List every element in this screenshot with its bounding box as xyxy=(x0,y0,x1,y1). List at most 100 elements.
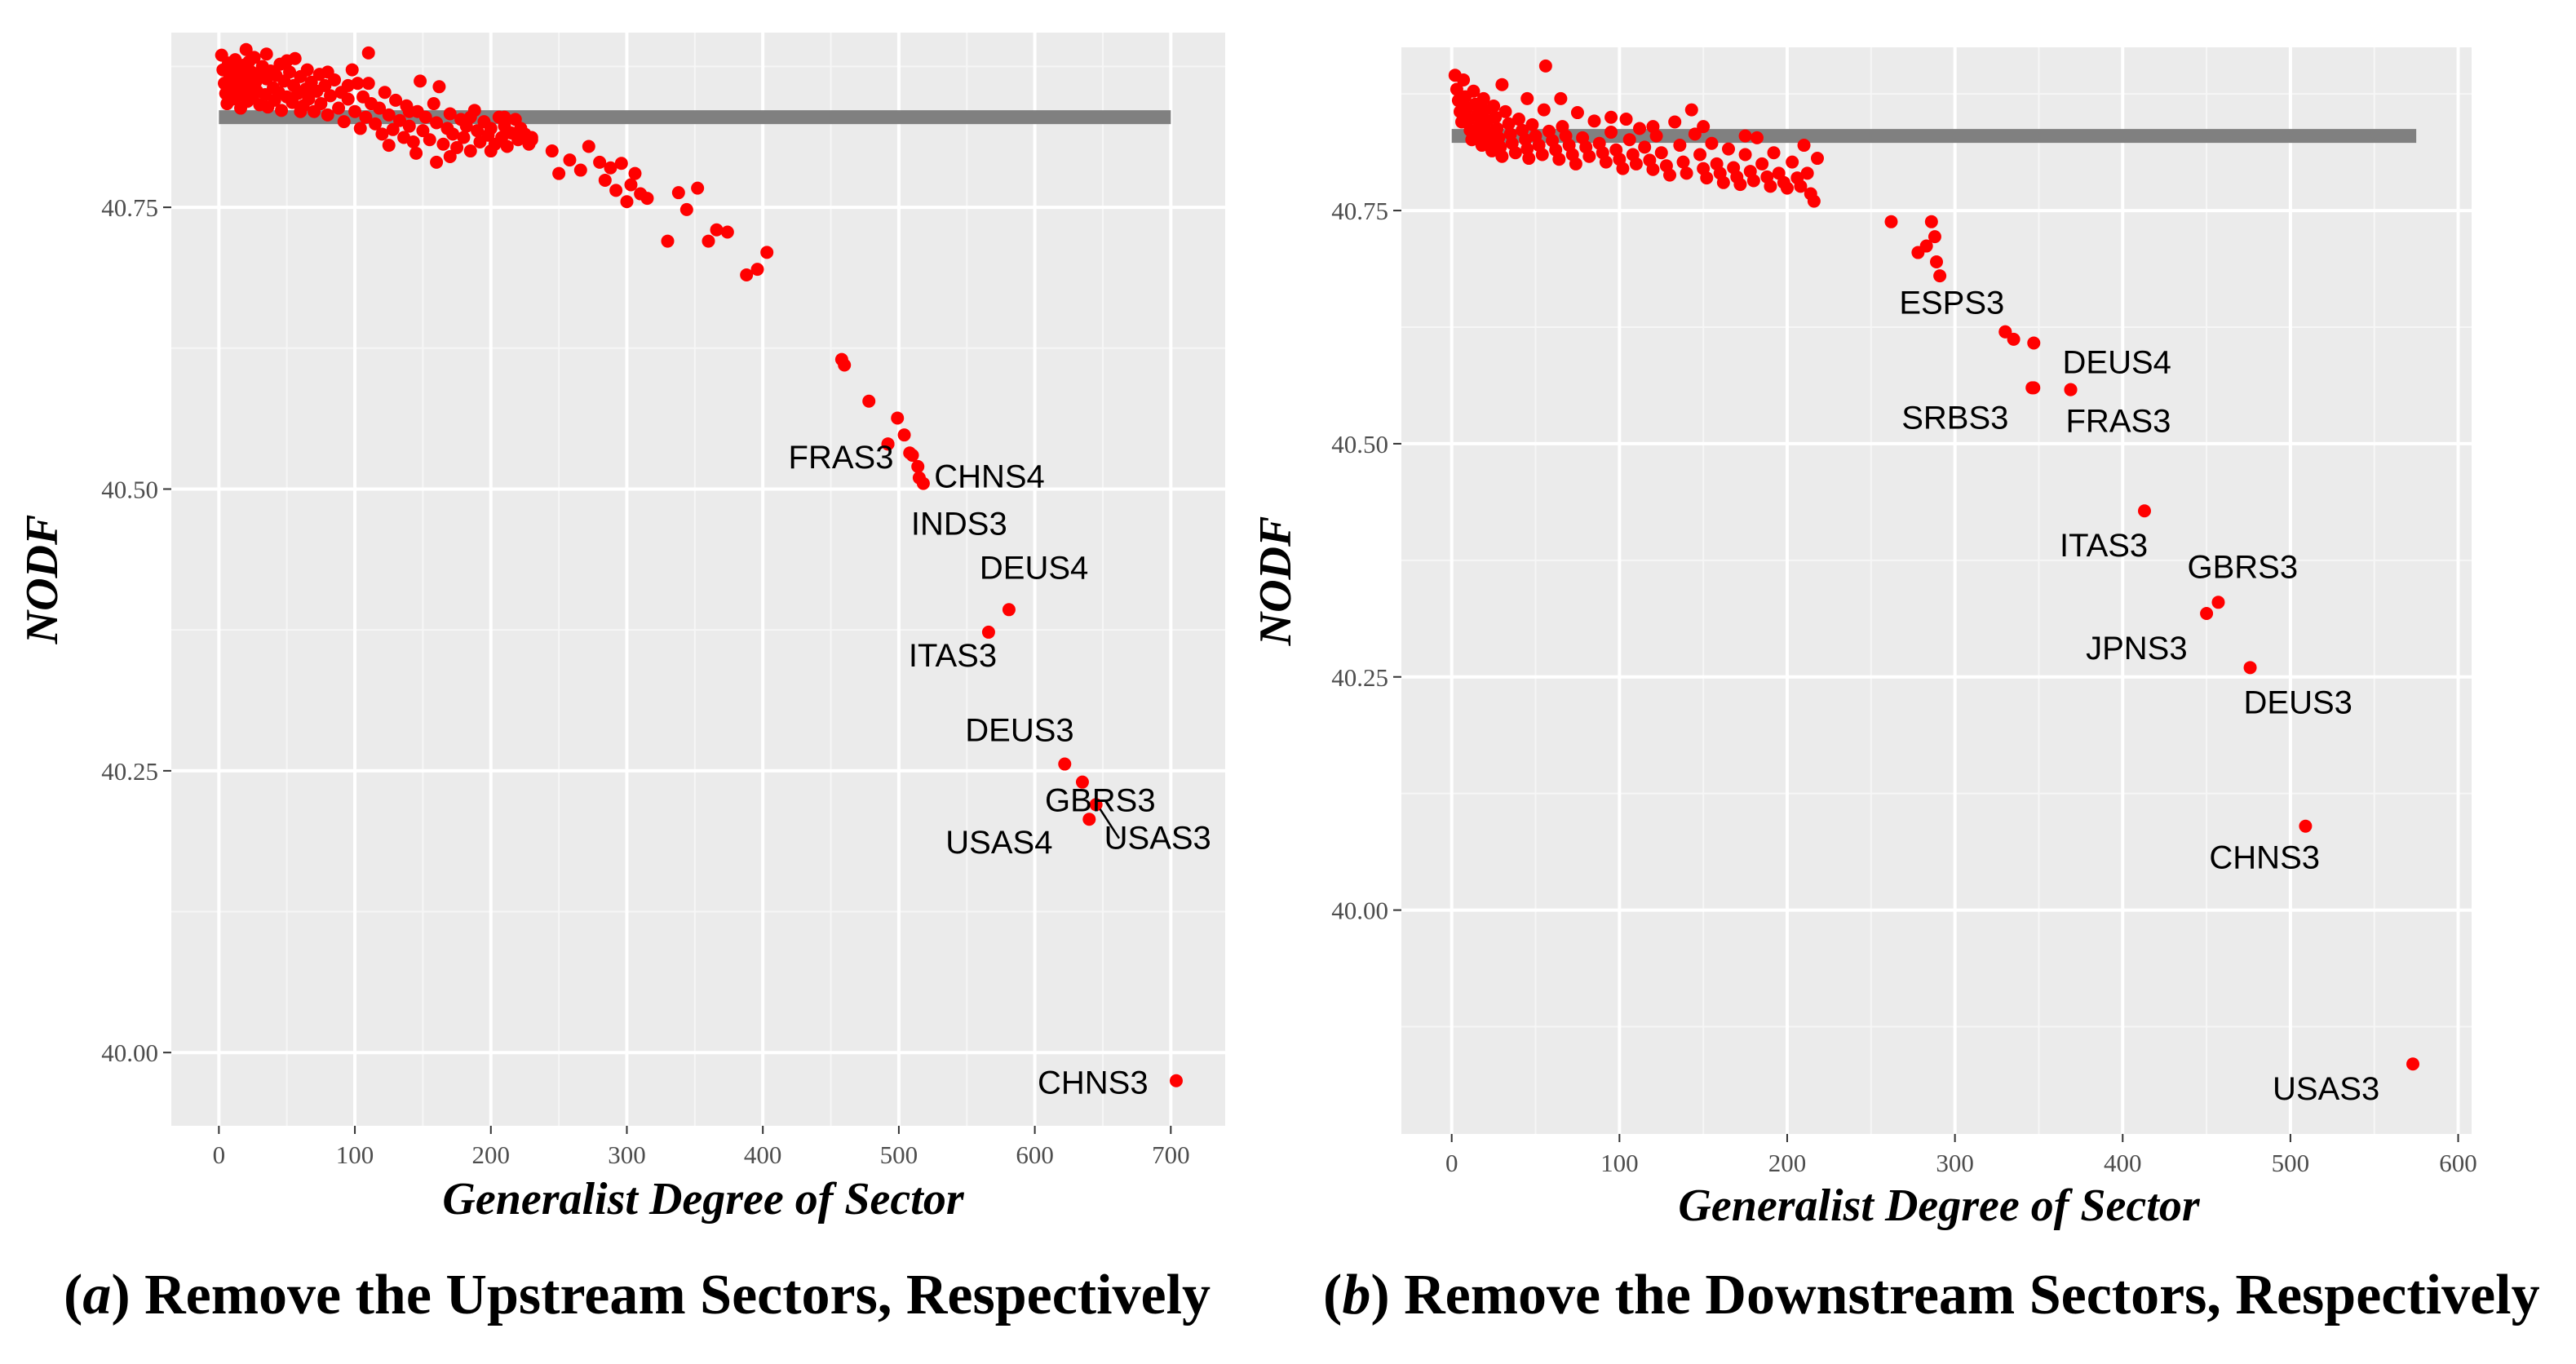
data-point xyxy=(406,135,420,148)
caption-b: (b) Remove the Downstream Sectors, Respe… xyxy=(1323,1264,2540,1326)
data-point xyxy=(1554,91,1568,105)
data-point xyxy=(402,104,416,118)
x-tick-label: 400 xyxy=(2104,1149,2142,1177)
data-point xyxy=(620,195,634,209)
labeled-data-point xyxy=(2406,1057,2420,1071)
data-point xyxy=(416,124,430,138)
data-point xyxy=(1646,162,1660,176)
data-point xyxy=(691,181,705,195)
y-tick-label: 40.50 xyxy=(101,475,158,503)
x-axis-title: Generalist Degree of Sector xyxy=(1678,1180,2200,1231)
data-point xyxy=(573,163,587,177)
data-point xyxy=(332,101,346,115)
data-point xyxy=(341,78,355,92)
y-axis-title: NODF xyxy=(1250,516,1301,647)
point-label: DEUS3 xyxy=(2244,684,2352,720)
data-point xyxy=(430,116,444,130)
data-point xyxy=(283,65,297,79)
data-point xyxy=(361,77,375,91)
data-point xyxy=(375,127,389,141)
labeled-data-point xyxy=(1058,757,1072,771)
data-point xyxy=(353,122,367,135)
data-point xyxy=(436,137,450,151)
data-point xyxy=(259,47,273,61)
data-point xyxy=(321,108,334,122)
labeled-data-point xyxy=(2064,383,2078,396)
data-point xyxy=(2007,332,2021,346)
data-point xyxy=(423,133,436,147)
point-label: ITAS3 xyxy=(2060,528,2148,564)
data-point xyxy=(239,42,253,56)
data-point xyxy=(661,234,675,248)
data-point xyxy=(679,202,693,216)
data-point xyxy=(1495,149,1509,163)
data-point xyxy=(1616,162,1630,175)
point-label: FRAS3 xyxy=(2066,404,2171,440)
data-point xyxy=(382,108,396,122)
data-point xyxy=(414,74,427,88)
data-point xyxy=(628,166,642,180)
data-point xyxy=(1722,142,1736,156)
data-point xyxy=(563,153,577,167)
data-point xyxy=(1884,215,1898,228)
data-point xyxy=(1522,152,1536,166)
x-tick-label: 600 xyxy=(1016,1140,1054,1169)
data-point xyxy=(418,110,432,124)
data-point xyxy=(614,157,628,170)
plot-background xyxy=(1401,47,2472,1134)
data-point xyxy=(1919,239,1933,253)
data-point xyxy=(1569,157,1582,170)
data-point xyxy=(1498,104,1512,118)
data-point xyxy=(430,155,444,169)
data-point xyxy=(393,113,407,127)
data-point xyxy=(294,104,308,118)
data-point xyxy=(450,140,464,154)
data-point xyxy=(1924,215,1938,228)
x-tick-label: 0 xyxy=(1445,1149,1458,1177)
x-tick-label: 500 xyxy=(2272,1149,2310,1177)
data-point xyxy=(498,110,511,124)
data-point xyxy=(1794,179,1808,193)
data-point xyxy=(1646,120,1660,134)
data-point xyxy=(1582,149,1596,163)
data-point xyxy=(593,155,607,169)
data-point xyxy=(1619,113,1633,126)
data-point xyxy=(463,110,477,124)
data-point xyxy=(1738,148,1752,162)
point-label: CHNS3 xyxy=(2209,840,2320,876)
data-point xyxy=(1693,148,1707,162)
data-point xyxy=(760,246,774,259)
data-point xyxy=(1750,131,1764,144)
data-point xyxy=(389,93,403,107)
point-label: USAS4 xyxy=(945,825,1052,861)
data-point xyxy=(710,223,724,237)
point-label: DEUS4 xyxy=(2063,345,2171,381)
labeled-data-point xyxy=(2211,596,2225,609)
data-point xyxy=(1476,91,1490,105)
labeled-data-point xyxy=(1169,1074,1183,1087)
data-point xyxy=(671,186,685,200)
data-point xyxy=(1684,103,1698,117)
data-point xyxy=(1552,153,1566,166)
x-tick-label: 0 xyxy=(213,1140,226,1169)
x-tick-label: 300 xyxy=(608,1140,646,1169)
x-tick-label: 700 xyxy=(1152,1140,1190,1169)
data-point xyxy=(484,122,498,135)
data-point xyxy=(1457,73,1471,87)
data-point xyxy=(1807,194,1821,208)
data-point xyxy=(1537,103,1551,117)
data-point xyxy=(348,104,362,118)
data-point xyxy=(582,140,595,153)
y-tick-label: 40.00 xyxy=(1331,897,1388,925)
data-point xyxy=(275,104,289,117)
labeled-data-point xyxy=(2299,819,2313,833)
x-tick-label: 300 xyxy=(1936,1149,1974,1177)
data-point xyxy=(1535,148,1549,162)
x-tick-label: 100 xyxy=(336,1140,374,1169)
data-point xyxy=(702,234,715,248)
data-point xyxy=(471,124,485,138)
data-point xyxy=(1622,133,1636,147)
x-tick-label: 500 xyxy=(880,1140,918,1169)
data-point xyxy=(1450,82,1463,96)
data-point xyxy=(1673,139,1687,153)
